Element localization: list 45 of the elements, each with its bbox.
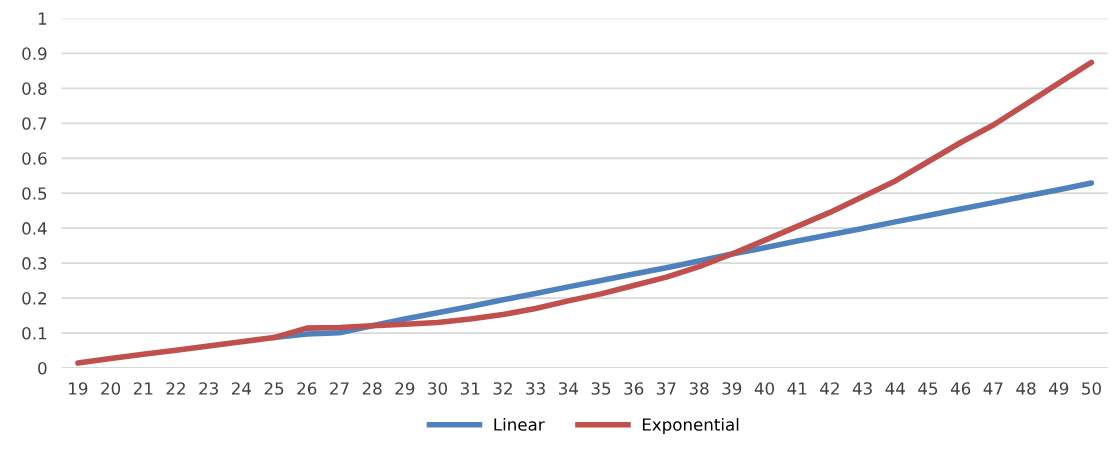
- y-tick-label: 0.8: [22, 82, 47, 95]
- x-tick-label: 31: [460, 382, 480, 395]
- x-tick-label: 46: [950, 382, 971, 395]
- y-tick-label: 0.9: [22, 47, 47, 60]
- y-tick-label: 0.5: [22, 187, 47, 200]
- x-tick-label: 42: [820, 382, 839, 395]
- x-tick-label: 24: [231, 382, 252, 395]
- y-tick-label: 0.4: [22, 222, 47, 235]
- x-tick-label: 41: [787, 382, 807, 395]
- x-tick-label: 38: [689, 382, 709, 395]
- x-tick-label: 25: [264, 382, 284, 395]
- x-tick-label: 40: [754, 382, 774, 395]
- x-tick-label: 28: [362, 382, 382, 395]
- y-tick-label: 0.6: [22, 152, 47, 165]
- y-tick-label: 0.1: [22, 327, 47, 340]
- x-tick-label: 20: [101, 382, 121, 395]
- x-tick-label: 36: [624, 382, 644, 395]
- x-tick-label: 43: [852, 382, 872, 395]
- x-tick-label: 26: [297, 382, 317, 395]
- legend-label: Linear: [494, 417, 545, 431]
- x-tick-label: 34: [559, 382, 578, 395]
- x-tick-label: 49: [1048, 382, 1069, 395]
- x-tick-label: 33: [526, 382, 545, 395]
- x-tick-label: 44: [885, 382, 905, 395]
- x-tick-label: 37: [657, 382, 676, 395]
- x-tick-label: 39: [722, 382, 742, 395]
- x-tick-label: 50: [1082, 382, 1101, 395]
- y-tick-label: 0.3: [22, 257, 47, 270]
- x-tick-label: 47: [983, 382, 1003, 395]
- x-tick-label: 21: [133, 382, 153, 395]
- legend-label: Exponential: [642, 417, 739, 435]
- x-tick-label: 22: [166, 382, 185, 395]
- x-tick-label: 48: [1016, 382, 1036, 395]
- y-tick-label: 0: [38, 361, 47, 375]
- x-tick-label: 35: [591, 382, 611, 395]
- x-tick-label: 27: [330, 382, 349, 395]
- x-tick-label: 23: [199, 382, 218, 395]
- x-tick-label: 45: [918, 382, 938, 395]
- x-tick-label: 29: [395, 382, 415, 395]
- y-tick-label: 1: [38, 12, 47, 25]
- y-tick-label: 0.2: [22, 292, 46, 305]
- y-tick-label: 0.7: [22, 117, 47, 130]
- x-tick-label: 32: [493, 382, 512, 395]
- x-tick-label: 19: [69, 382, 88, 395]
- x-tick-label: 30: [428, 382, 448, 395]
